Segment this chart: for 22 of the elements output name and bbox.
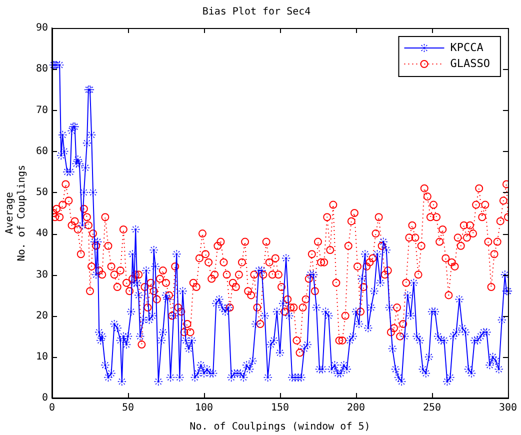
x-tick-label: 50 [122,402,134,414]
y-tick-label: 40 [36,228,48,240]
y-tick-label: 0 [42,392,48,404]
y-tick-label: 80 [36,64,48,75]
x-tick-label: 300 [498,402,517,414]
y-tick-label: 10 [36,351,48,362]
x-axis-title: No. of Coulpings (window of 5) [190,422,370,433]
x-tick-label: 150 [270,402,290,414]
y-tick-label: 50 [36,187,48,198]
y-tick-label: 60 [36,146,48,157]
x-tick-label: 250 [422,402,442,414]
legend-label: GLASSO [450,56,490,70]
y-tick-label: 90 [36,22,48,34]
x-tick-label: 200 [346,402,366,414]
y-tick-label: 70 [36,104,48,116]
chart-title: Bias Plot for Sec4 [202,6,311,18]
legend-label: KPCCA [450,40,484,54]
x-tick-label: 100 [194,402,214,414]
y-tick-label: 30 [36,269,48,280]
x-tick-label: 0 [48,402,56,414]
y-axis-title: Average No. of Couplings [4,164,28,262]
y-tick-label: 20 [36,310,48,322]
